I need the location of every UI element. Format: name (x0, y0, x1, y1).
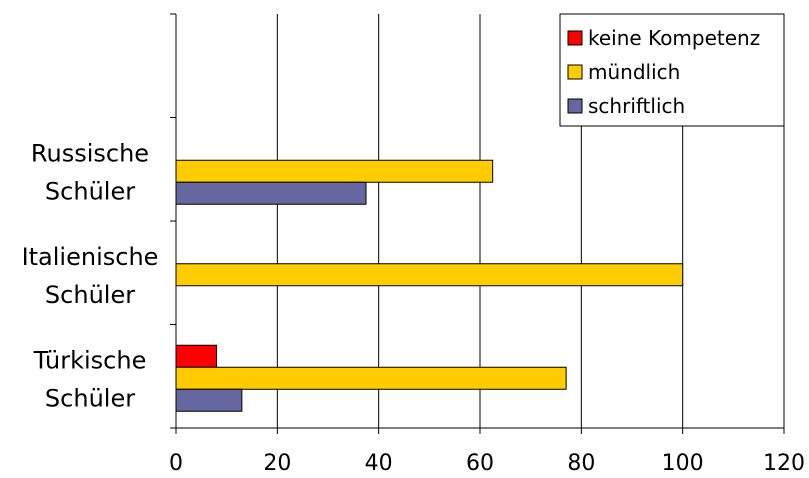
x-tick-labels: 0 20 40 60 80 100 120 (169, 451, 805, 476)
legend-swatch (567, 98, 583, 114)
x-tick-label: 60 (466, 451, 494, 476)
bar-mündlich-1 (175, 263, 684, 287)
bars (175, 159, 684, 412)
bar-mündlich-2 (175, 366, 567, 390)
bar-schriftlich-2 (175, 388, 243, 412)
category-labels: Russische Schüler Italienische Schüler Türki… (22, 139, 159, 412)
legend-swatch (567, 30, 583, 46)
legend-label: mündlich (588, 60, 680, 84)
x-tick-label: 40 (365, 451, 393, 476)
x-tick-label: 100 (662, 451, 704, 476)
category-label: Schüler (45, 177, 135, 205)
x-tick-label: 0 (169, 451, 183, 476)
legend: keine Kompetenz mündlich schriftlich (559, 13, 785, 127)
x-tick-label: 20 (263, 451, 291, 476)
category-label: Türkische (33, 346, 147, 374)
legend-box (559, 13, 785, 127)
bar-keine-kompetenz-2 (175, 344, 218, 368)
category-label: Schüler (45, 384, 135, 412)
x-tick-label: 80 (567, 451, 595, 476)
category-label: Italienische (22, 243, 159, 271)
bar-mündlich-0 (175, 159, 494, 183)
legend-label: schriftlich (588, 94, 685, 118)
category-label: Schüler (45, 281, 135, 309)
category-label: Russische (31, 139, 149, 167)
legend-swatch (567, 64, 583, 80)
x-tick-label: 120 (763, 451, 805, 476)
bar-schriftlich-0 (175, 181, 367, 205)
legend-label: keine Kompetenz (588, 26, 760, 50)
